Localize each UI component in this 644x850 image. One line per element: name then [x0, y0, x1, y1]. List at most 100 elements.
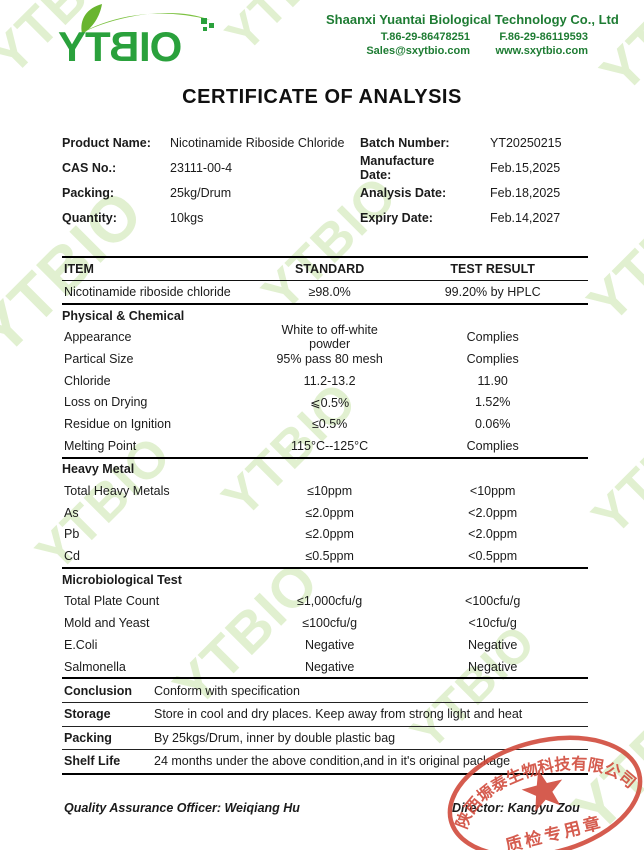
product-info-row: CAS No.: 23111-00-4 Manufacture Date: Feb.1… — [62, 153, 592, 182]
table-cell-result: Negative — [468, 637, 518, 652]
table-row: Melting Point 115°C--125°C Complies — [62, 435, 588, 459]
table-cell-result: <2.0ppm — [468, 527, 518, 542]
summary-label: Shelf Life — [64, 754, 121, 769]
table-cell-result: <2.0ppm — [468, 505, 518, 520]
logo-pixel-square — [209, 23, 214, 28]
logo-wordmark: YTBIO — [58, 23, 182, 70]
table-cell-item: E.Coli — [64, 637, 98, 652]
table-cell-item: Cd — [64, 549, 80, 564]
company-website: www.sxytbio.com — [495, 45, 588, 57]
table-cell-item: Nicotinamide riboside chloride — [64, 284, 231, 299]
table-cell-result: 0.06% — [474, 416, 511, 431]
table-cell-standard: ≤0.5% — [311, 416, 348, 431]
table-row: Partical Size 95% pass 80 mesh Complies — [62, 348, 588, 370]
table-row: E.Coli Negative Negative — [62, 634, 588, 656]
summary-label: Packing — [64, 730, 112, 745]
summary-value: Conform with specification — [154, 683, 300, 698]
director-signature: Director: Kangyu Zou — [452, 801, 580, 815]
table-cell-standard: ≤2.0ppm — [305, 527, 354, 542]
table-cell-result: <10ppm — [469, 484, 516, 499]
qa-officer-signature: Quality Assurance Officer: Weiqiang Hu — [64, 801, 300, 815]
table-row: Total Plate Count ≤1,000cfu/g <100cfu/g — [62, 591, 588, 613]
table-cell-item: Total Plate Count — [64, 594, 160, 609]
table-cell-standard: Negative — [304, 637, 355, 652]
table-cell-result: <0.5ppm — [468, 549, 518, 564]
table-cell-item: Pb — [64, 527, 80, 542]
table-cell-standard: Negative — [304, 659, 355, 674]
table-row: Total Heavy Metals ≤10ppm <10ppm — [62, 480, 588, 502]
summary-row: Packing By 25kgs/Drum, inner by double pl… — [62, 727, 588, 751]
table-row: Nicotinamide riboside chloride ≥98.0% 99.2… — [62, 281, 588, 305]
product-info-value: YT20250215 — [490, 135, 562, 150]
table-section-row: Physical & Chemical — [62, 308, 185, 323]
company-fax: F.86-29-86119593 — [499, 31, 588, 43]
product-info-row: Product Name: Nicotinamide Riboside Chlor… — [62, 130, 592, 155]
product-info-value: Nicotinamide Riboside Chloride — [170, 135, 345, 150]
table-cell-standard: ≤1,000cfu/g — [297, 594, 363, 609]
summary-value: By 25kgs/Drum, inner by double plastic b… — [154, 730, 396, 745]
company-contact-block: Shaanxi Yuantai Biological Technology Co… — [326, 12, 619, 57]
product-info-label: Batch Number: — [360, 135, 450, 150]
table-cell-result: <10cfu/g — [468, 616, 517, 631]
product-info-label: Packing: — [62, 185, 115, 200]
company-logo: YTBIO — [58, 4, 228, 70]
stamp-bottom-text: 质检专用章 — [503, 812, 605, 850]
table-cell-standard: ≥98.0% — [308, 284, 351, 299]
table-cell-standard: ⩽0.5% — [310, 395, 350, 410]
summary-label: Conclusion — [64, 683, 133, 698]
product-info-label: Analysis Date: — [360, 185, 447, 200]
product-info-row: Packing: 25kg/Drum Analysis Date: Feb.18,20… — [62, 180, 592, 205]
table-cell-result: Complies — [466, 351, 519, 366]
product-info-label: Quantity: — [62, 210, 117, 225]
product-info-value: Feb.15,2025 — [490, 160, 561, 175]
table-cell-standard: White to off-white powder — [281, 323, 378, 352]
logo-letter-b: B — [109, 23, 140, 70]
table-row: As ≤2.0ppm <2.0ppm — [62, 502, 588, 524]
table-cell-item: Melting Point — [64, 438, 137, 453]
logo-letters: IO — [139, 23, 182, 70]
table-cell-item: Partical Size — [64, 351, 134, 366]
table-cell-standard: ≤0.5ppm — [305, 549, 354, 564]
summary-row: Storage Store in cool and dry places. Kee… — [62, 703, 588, 727]
coa-table: ITEM STANDARD TEST RESULT Nicotinamide r… — [62, 256, 588, 775]
product-info-label: Manufacture Date: — [360, 153, 435, 182]
summary-row: Conclusion Conform with specification — [62, 679, 588, 703]
table-cell-item: Appearance — [64, 330, 132, 345]
table-cell-result: Negative — [468, 659, 518, 674]
product-info-row: Quantity: 10kgs Expiry Date: Feb.14,2027 — [62, 205, 592, 230]
product-info-value: Feb.14,2027 — [490, 210, 561, 225]
product-info-value: Feb.18,2025 — [490, 185, 561, 200]
summary-value: 24 months under the above condition,and … — [154, 754, 511, 769]
table-cell-item: Total Heavy Metals — [64, 484, 170, 499]
table-cell-standard: ≤10ppm — [307, 484, 353, 499]
company-email: Sales@sxytbio.com — [366, 45, 470, 57]
summary-value: Store in cool and dry places. Keep away … — [154, 707, 523, 722]
table-row: Cd ≤0.5ppm <0.5ppm — [62, 545, 588, 569]
logo-pixel-square — [203, 27, 207, 31]
table-row: Appearance White to off-white powder Compl… — [62, 323, 588, 352]
column-header-test-result: TEST RESULT — [450, 262, 535, 276]
company-tel: T.86-29-86478251 — [380, 31, 470, 43]
table-row: Chloride 11.2-13.2 11.90 — [62, 370, 588, 392]
table-section-row: Heavy Metal — [62, 462, 135, 477]
table-cell-item: As — [64, 505, 79, 520]
column-header-standard: STANDARD — [295, 262, 365, 276]
table-row: Residue on Ignition ≤0.5% 0.06% — [62, 413, 588, 435]
product-info-label: Expiry Date: — [360, 210, 433, 225]
table-header-row: ITEM STANDARD TEST RESULT — [62, 258, 588, 281]
table-row: Loss on Drying ⩽0.5% 1.52% — [62, 391, 588, 413]
table-cell-result: 11.90 — [477, 373, 508, 388]
table-row: Pb ≤2.0ppm <2.0ppm — [62, 524, 588, 546]
table-cell-item: Residue on Ignition — [64, 416, 172, 431]
coa-table-body: Nicotinamide riboside chloride ≥98.0% 99.2… — [62, 281, 588, 680]
table-cell-result: 99.20% by HPLC — [444, 284, 541, 299]
product-info-value: 10kgs — [170, 210, 204, 225]
leaf-swoosh-icon — [78, 4, 210, 35]
table-cell-item: Chloride — [64, 373, 111, 388]
table-cell-standard: 115°C--125°C — [291, 438, 369, 453]
table-row: Mold and Yeast ≤100cfu/g <10cfu/g — [62, 612, 588, 634]
product-info-label: CAS No.: — [62, 160, 117, 175]
table-cell-standard: ≤100cfu/g — [302, 616, 358, 631]
document-title: CERTIFICATE OF ANALYSIS — [182, 86, 462, 108]
